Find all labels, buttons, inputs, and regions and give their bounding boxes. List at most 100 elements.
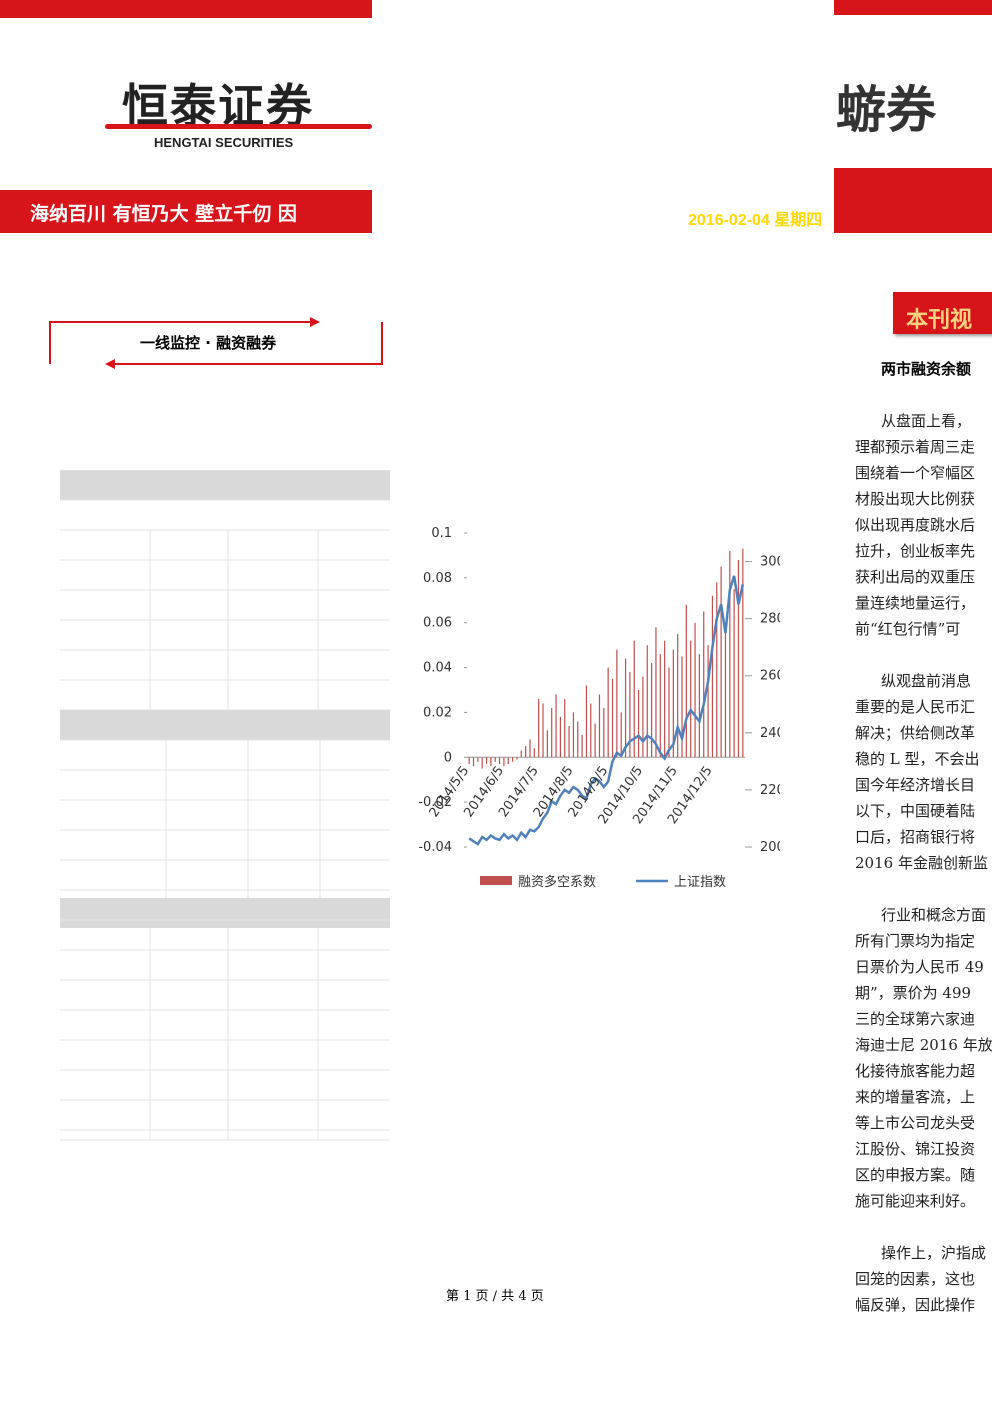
article-line: 重要的是人民币汇 xyxy=(855,698,976,716)
article-line: 江股份、锦江投资 xyxy=(855,1140,976,1158)
bar xyxy=(637,690,640,758)
article-line: 口后，招商银行将 xyxy=(855,828,976,846)
legend-label: 融资多空系数 xyxy=(518,874,596,890)
article-line: 似出现再度跳水后 xyxy=(855,516,976,534)
article-line: 拉升，创业板率先 xyxy=(855,542,976,560)
article-line: 量连续地量运行， xyxy=(855,594,976,612)
bar xyxy=(698,654,700,758)
bar xyxy=(594,723,596,758)
article-line: 理都预示着周三走 xyxy=(855,438,976,456)
table-header-row xyxy=(60,710,390,740)
bar xyxy=(633,640,635,758)
logo-right: 蝣券 xyxy=(836,81,936,139)
article-line: 海迪士尼 2016 年放 xyxy=(855,1036,992,1054)
article-line: 回笼的因素，这也 xyxy=(855,1270,976,1288)
bar xyxy=(724,622,727,758)
date: 2016-02-04 星期四 xyxy=(688,212,823,229)
bar xyxy=(685,604,687,758)
bar xyxy=(564,698,566,758)
bar xyxy=(516,757,518,760)
section-title: 本刊视 xyxy=(906,308,973,333)
article-line: 等上市公司龙头受 xyxy=(855,1114,976,1132)
top-bar xyxy=(834,0,992,15)
bar xyxy=(607,667,609,758)
bar xyxy=(707,645,709,758)
bar xyxy=(581,734,583,758)
bar xyxy=(681,656,683,758)
y-tick-label: 0.04 xyxy=(423,661,452,676)
table-grid xyxy=(60,470,390,1141)
bar xyxy=(542,703,544,758)
bar xyxy=(620,712,622,758)
bar xyxy=(551,707,553,758)
y-tick-label: 0.1 xyxy=(431,526,452,541)
article-line: 稳的 L 型，不会出 xyxy=(855,750,980,768)
table-header-row xyxy=(60,470,390,500)
bar xyxy=(477,757,479,762)
date-bar xyxy=(834,168,992,233)
bar xyxy=(616,649,618,758)
y2-tick-label: 2200 xyxy=(760,783,780,798)
bar xyxy=(642,676,644,758)
bar xyxy=(555,694,557,758)
bar xyxy=(538,698,540,758)
sidebar-frame xyxy=(49,317,383,369)
bar xyxy=(629,672,631,758)
frame-arrow xyxy=(105,359,115,369)
legend-label: 上证指数 xyxy=(674,875,726,890)
logo-underline xyxy=(105,124,372,129)
table-header-row xyxy=(60,898,390,928)
page-footer: 第 1 页 / 共 4 页 xyxy=(446,1289,544,1304)
section-badge xyxy=(893,292,992,334)
bar xyxy=(520,750,522,758)
y-tick-label: 0.06 xyxy=(423,616,452,631)
legend-swatch xyxy=(480,876,512,885)
bar xyxy=(672,649,674,758)
y-tick-label: -0.04 xyxy=(418,840,452,855)
frame-arrow xyxy=(310,317,320,327)
article-line: 化接待旅客能力超 xyxy=(855,1062,976,1080)
article-line: 期”，票价为 499 xyxy=(855,984,972,1002)
article-line: 前“红包行情”可 xyxy=(855,620,961,638)
headline: 两市融资余额 xyxy=(881,360,972,378)
article-line: 获利出局的双重压 xyxy=(855,568,976,586)
bar xyxy=(525,746,527,758)
bar xyxy=(468,757,470,765)
bar xyxy=(481,757,483,769)
y-tick-label: -0.02 xyxy=(418,795,452,810)
bar xyxy=(694,622,696,758)
bar xyxy=(485,757,488,765)
chart: -0.04 -0.02 0 0.02 0.04 0.06 0.08 0.1 2000 2200 24… xyxy=(418,526,780,890)
bar xyxy=(651,663,653,758)
article-line: 来的增量客流，上 xyxy=(855,1088,976,1106)
line xyxy=(468,575,745,846)
article-line: 三的全球第六家迪 xyxy=(855,1010,976,1028)
article-line: 所有门票均为指定 xyxy=(855,932,976,950)
bar xyxy=(503,757,505,767)
bar xyxy=(720,566,722,758)
bar xyxy=(546,730,548,758)
sidebar-title: 一线监控 · 融资融券 xyxy=(140,334,277,352)
bar xyxy=(598,694,601,758)
bar xyxy=(624,658,627,758)
y-tick-label: 0.02 xyxy=(423,705,452,720)
article-line: 幅反弹，因此操作 xyxy=(855,1296,976,1314)
bar xyxy=(585,685,588,758)
article-line: 从盘面上看， xyxy=(881,412,972,430)
article-line: 行业和概念方面 xyxy=(881,906,987,924)
y2-tick-label: 2400 xyxy=(760,726,780,741)
y-tick-label: 0 xyxy=(444,750,452,765)
bar xyxy=(729,550,731,758)
bar xyxy=(507,757,509,765)
bar xyxy=(733,589,735,758)
article-line: 日票价为人民币 49 xyxy=(855,958,984,976)
bar xyxy=(711,595,714,758)
y-tick-label: 0.08 xyxy=(423,571,452,586)
bar xyxy=(664,640,666,758)
bar xyxy=(742,548,744,758)
article: 从盘面上看， 理都预示着周三走 围绕着一个窄幅区 材股出现大比例获 似出现再度跳水后 拉升… xyxy=(855,410,992,1346)
bar xyxy=(559,716,561,758)
bar xyxy=(603,707,605,758)
